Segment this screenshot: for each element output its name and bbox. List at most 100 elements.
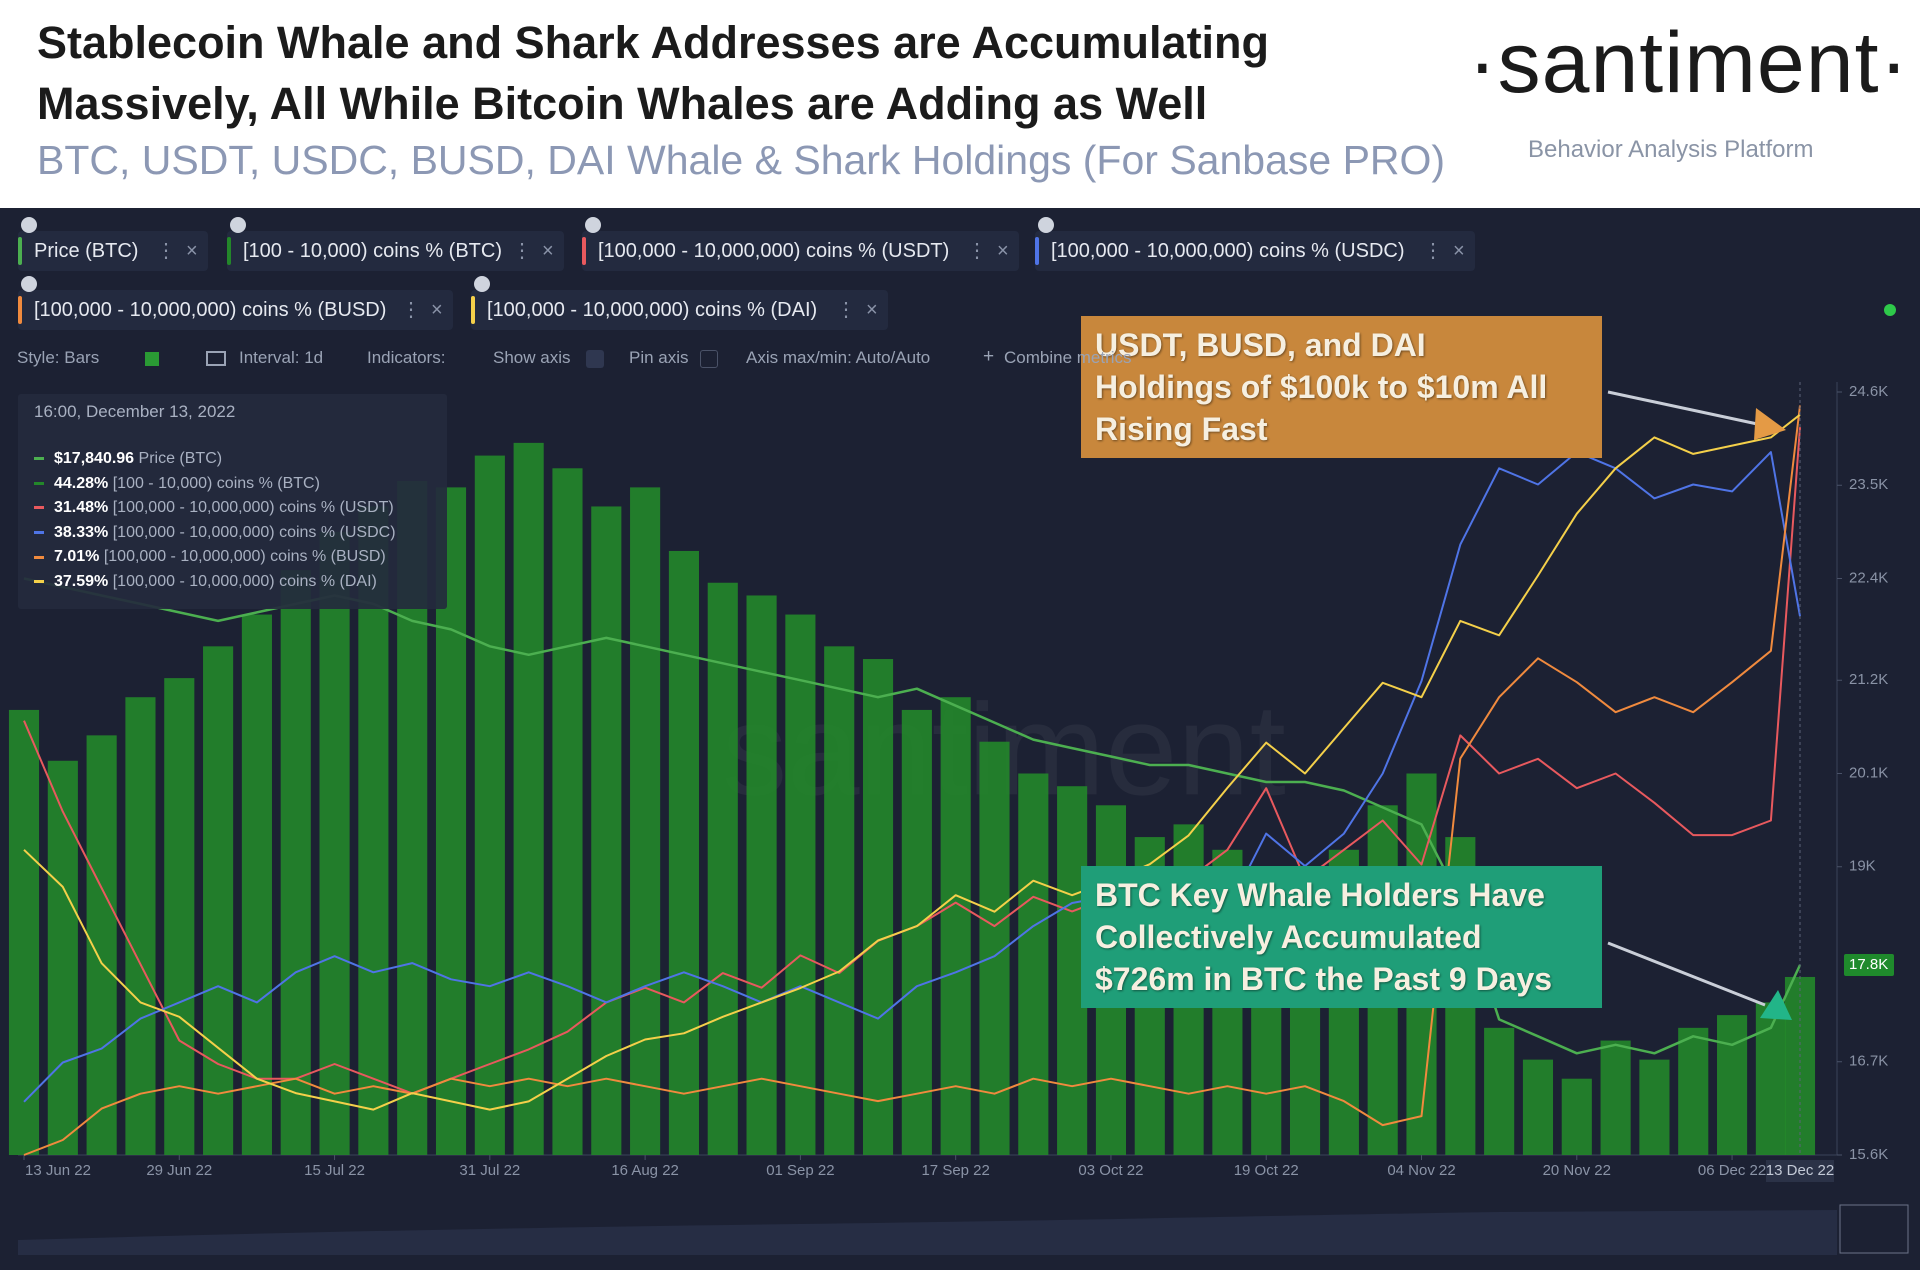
live-dot xyxy=(1884,304,1896,316)
metric-chip[interactable]: Price (BTC) ⋮ × xyxy=(18,231,208,271)
y-tick-label: 20.1K xyxy=(1849,764,1888,781)
chip-swatch xyxy=(1035,237,1039,265)
chip-label: [100 - 10,000) coins % (BTC) xyxy=(243,240,502,262)
series-line xyxy=(23,405,1801,1156)
chip-menu[interactable]: ⋮ xyxy=(1423,240,1443,262)
annotation: USDT, BUSD, and DAI Holdings of $100k to… xyxy=(1081,316,1602,458)
chip-close[interactable]: × xyxy=(431,299,443,321)
bar xyxy=(552,468,583,1155)
tooltip-row: $17,840.96 Price (BTC) xyxy=(34,450,222,468)
bar-style-icon xyxy=(145,352,159,366)
bar xyxy=(8,709,40,1155)
chip-close[interactable]: × xyxy=(997,240,1009,262)
tooltip-label: [100,000 - 10,000,000) coins % (BUSD) xyxy=(103,548,386,566)
x-tick-label: 01 Sep 22 xyxy=(766,1162,834,1179)
chip-swatch xyxy=(18,237,22,265)
lock-icon xyxy=(585,217,601,233)
x-tick-label: 03 Oct 22 xyxy=(1078,1162,1143,1179)
tooltip-label: [100,000 - 10,000,000) coins % (DAI) xyxy=(112,573,377,590)
bar xyxy=(319,531,350,1155)
bar xyxy=(1678,1027,1709,1155)
chip-menu[interactable]: ⋮ xyxy=(401,299,421,321)
chip-close[interactable]: × xyxy=(186,240,198,262)
bar xyxy=(241,614,272,1155)
tooltip-label: [100 - 10,000) coins % (BTC) xyxy=(112,474,320,492)
bar xyxy=(940,697,971,1155)
combine-plus: + xyxy=(983,346,995,367)
x-tick-label: 15 Jul 22 xyxy=(304,1162,365,1179)
annotation: BTC Key Whale Holders Have Collectively … xyxy=(1081,866,1602,1008)
logo: ·santiment· xyxy=(1468,15,1910,111)
y-tick-label: 19K xyxy=(1849,858,1876,875)
tooltip-swatch xyxy=(34,481,44,485)
bar xyxy=(707,582,738,1155)
bar xyxy=(47,760,78,1155)
x-tick-label: 17 Sep 22 xyxy=(921,1162,989,1179)
x-tick-label: 20 Nov 22 xyxy=(1543,1162,1611,1179)
metric-chip[interactable]: [100,000 - 10,000,000) coins % (USDC) ⋮ × xyxy=(1035,231,1475,271)
toolbar-item[interactable]: Interval: 1d xyxy=(239,348,324,367)
toolbar-item[interactable]: Indicators: xyxy=(367,348,446,367)
tooltip-row: 31.48% [100,000 - 10,000,000) coins % (U… xyxy=(34,499,394,517)
tooltip-row: 37.59% [100,000 - 10,000,000) coins % (D… xyxy=(34,573,377,591)
pin-axis-box[interactable] xyxy=(700,350,718,368)
x-tick-label: 19 Oct 22 xyxy=(1234,1162,1299,1179)
series-line xyxy=(23,413,1801,1111)
chip-close[interactable]: × xyxy=(866,299,878,321)
chip-label: [100,000 - 10,000,000) coins % (USDT) xyxy=(598,240,950,262)
chip-close[interactable]: × xyxy=(1453,240,1465,262)
tooltip-value: 31.48% xyxy=(54,499,109,517)
chip-swatch xyxy=(18,296,22,324)
x-tick-label: 06 Dec 22 xyxy=(1698,1162,1766,1179)
chip-close[interactable]: × xyxy=(542,240,554,262)
chip-menu[interactable]: ⋮ xyxy=(512,240,532,262)
tooltip-row: 7.01% [100,000 - 10,000,000) coins % (BU… xyxy=(34,548,386,566)
metric-chip[interactable]: [100,000 - 10,000,000) coins % (BUSD) ⋮ × xyxy=(18,290,453,330)
tooltip-swatch xyxy=(34,457,44,461)
tooltip-row: 44.28% [100 - 10,000) coins % (BTC) xyxy=(34,475,320,493)
tooltip-row: 38.33% [100,000 - 10,000,000) coins % (U… xyxy=(34,524,396,542)
toolbar-item[interactable]: Axis max/min: Auto/Auto xyxy=(746,348,931,367)
bar xyxy=(203,646,234,1155)
chip-menu[interactable]: ⋮ xyxy=(836,299,856,321)
chip-label: [100,000 - 10,000,000) coins % (USDC) xyxy=(1051,240,1405,262)
metric-chip[interactable]: [100,000 - 10,000,000) coins % (DAI) ⋮ × xyxy=(471,290,888,330)
toolbar-item[interactable]: Show axis xyxy=(493,348,571,367)
y-tick-label: 22.4K xyxy=(1849,569,1888,586)
bar xyxy=(1717,1015,1748,1155)
tooltip-label: [100,000 - 10,000,000) coins % (USDT) xyxy=(112,499,394,517)
toolbar-item[interactable]: Combine metrics xyxy=(1004,348,1132,367)
metric-chip[interactable]: [100 - 10,000) coins % (BTC) ⋮ × xyxy=(227,231,564,271)
tooltip-value: 38.33% xyxy=(54,523,109,541)
lock-icon xyxy=(21,276,37,292)
y-tick-label: 23.5K xyxy=(1849,476,1888,493)
chip-menu[interactable]: ⋮ xyxy=(967,240,987,262)
bar xyxy=(1018,773,1049,1155)
lock-icon xyxy=(21,217,37,233)
x-tick-label: 04 Nov 22 xyxy=(1387,1162,1455,1179)
toolbar-item[interactable]: Pin axis xyxy=(629,348,689,367)
bar xyxy=(862,659,894,1155)
tooltip-swatch xyxy=(34,531,44,535)
tooltip-swatch xyxy=(34,555,44,559)
lock-icon xyxy=(1038,217,1054,233)
tooltip: 16:00, December 13, 2022 $17,840.96 Pric… xyxy=(18,394,447,609)
metric-chip[interactable]: [100,000 - 10,000,000) coins % (USDT) ⋮ × xyxy=(582,231,1019,271)
cursor-label: 13 Dec 22 xyxy=(1766,1162,1834,1179)
minimap-window xyxy=(1839,1204,1909,1254)
tooltip-value: 44.28% xyxy=(54,474,109,492)
price-badge-label: 17.8K xyxy=(1849,956,1888,973)
tooltip-label: [100,000 - 10,000,000) coins % (USDC) xyxy=(112,523,396,541)
show-axis-check[interactable] xyxy=(586,350,604,368)
chip-swatch xyxy=(227,237,231,265)
toolbar-item[interactable]: Style: Bars xyxy=(17,348,100,367)
chip-menu[interactable]: ⋮ xyxy=(156,240,176,262)
chip-swatch xyxy=(582,237,586,265)
lock-icon xyxy=(230,217,246,233)
x-tick-label: 13 Jun 22 xyxy=(25,1162,91,1179)
tooltip-title: 16:00, December 13, 2022 xyxy=(34,402,236,421)
chip-label: [100,000 - 10,000,000) coins % (DAI) xyxy=(487,299,818,321)
